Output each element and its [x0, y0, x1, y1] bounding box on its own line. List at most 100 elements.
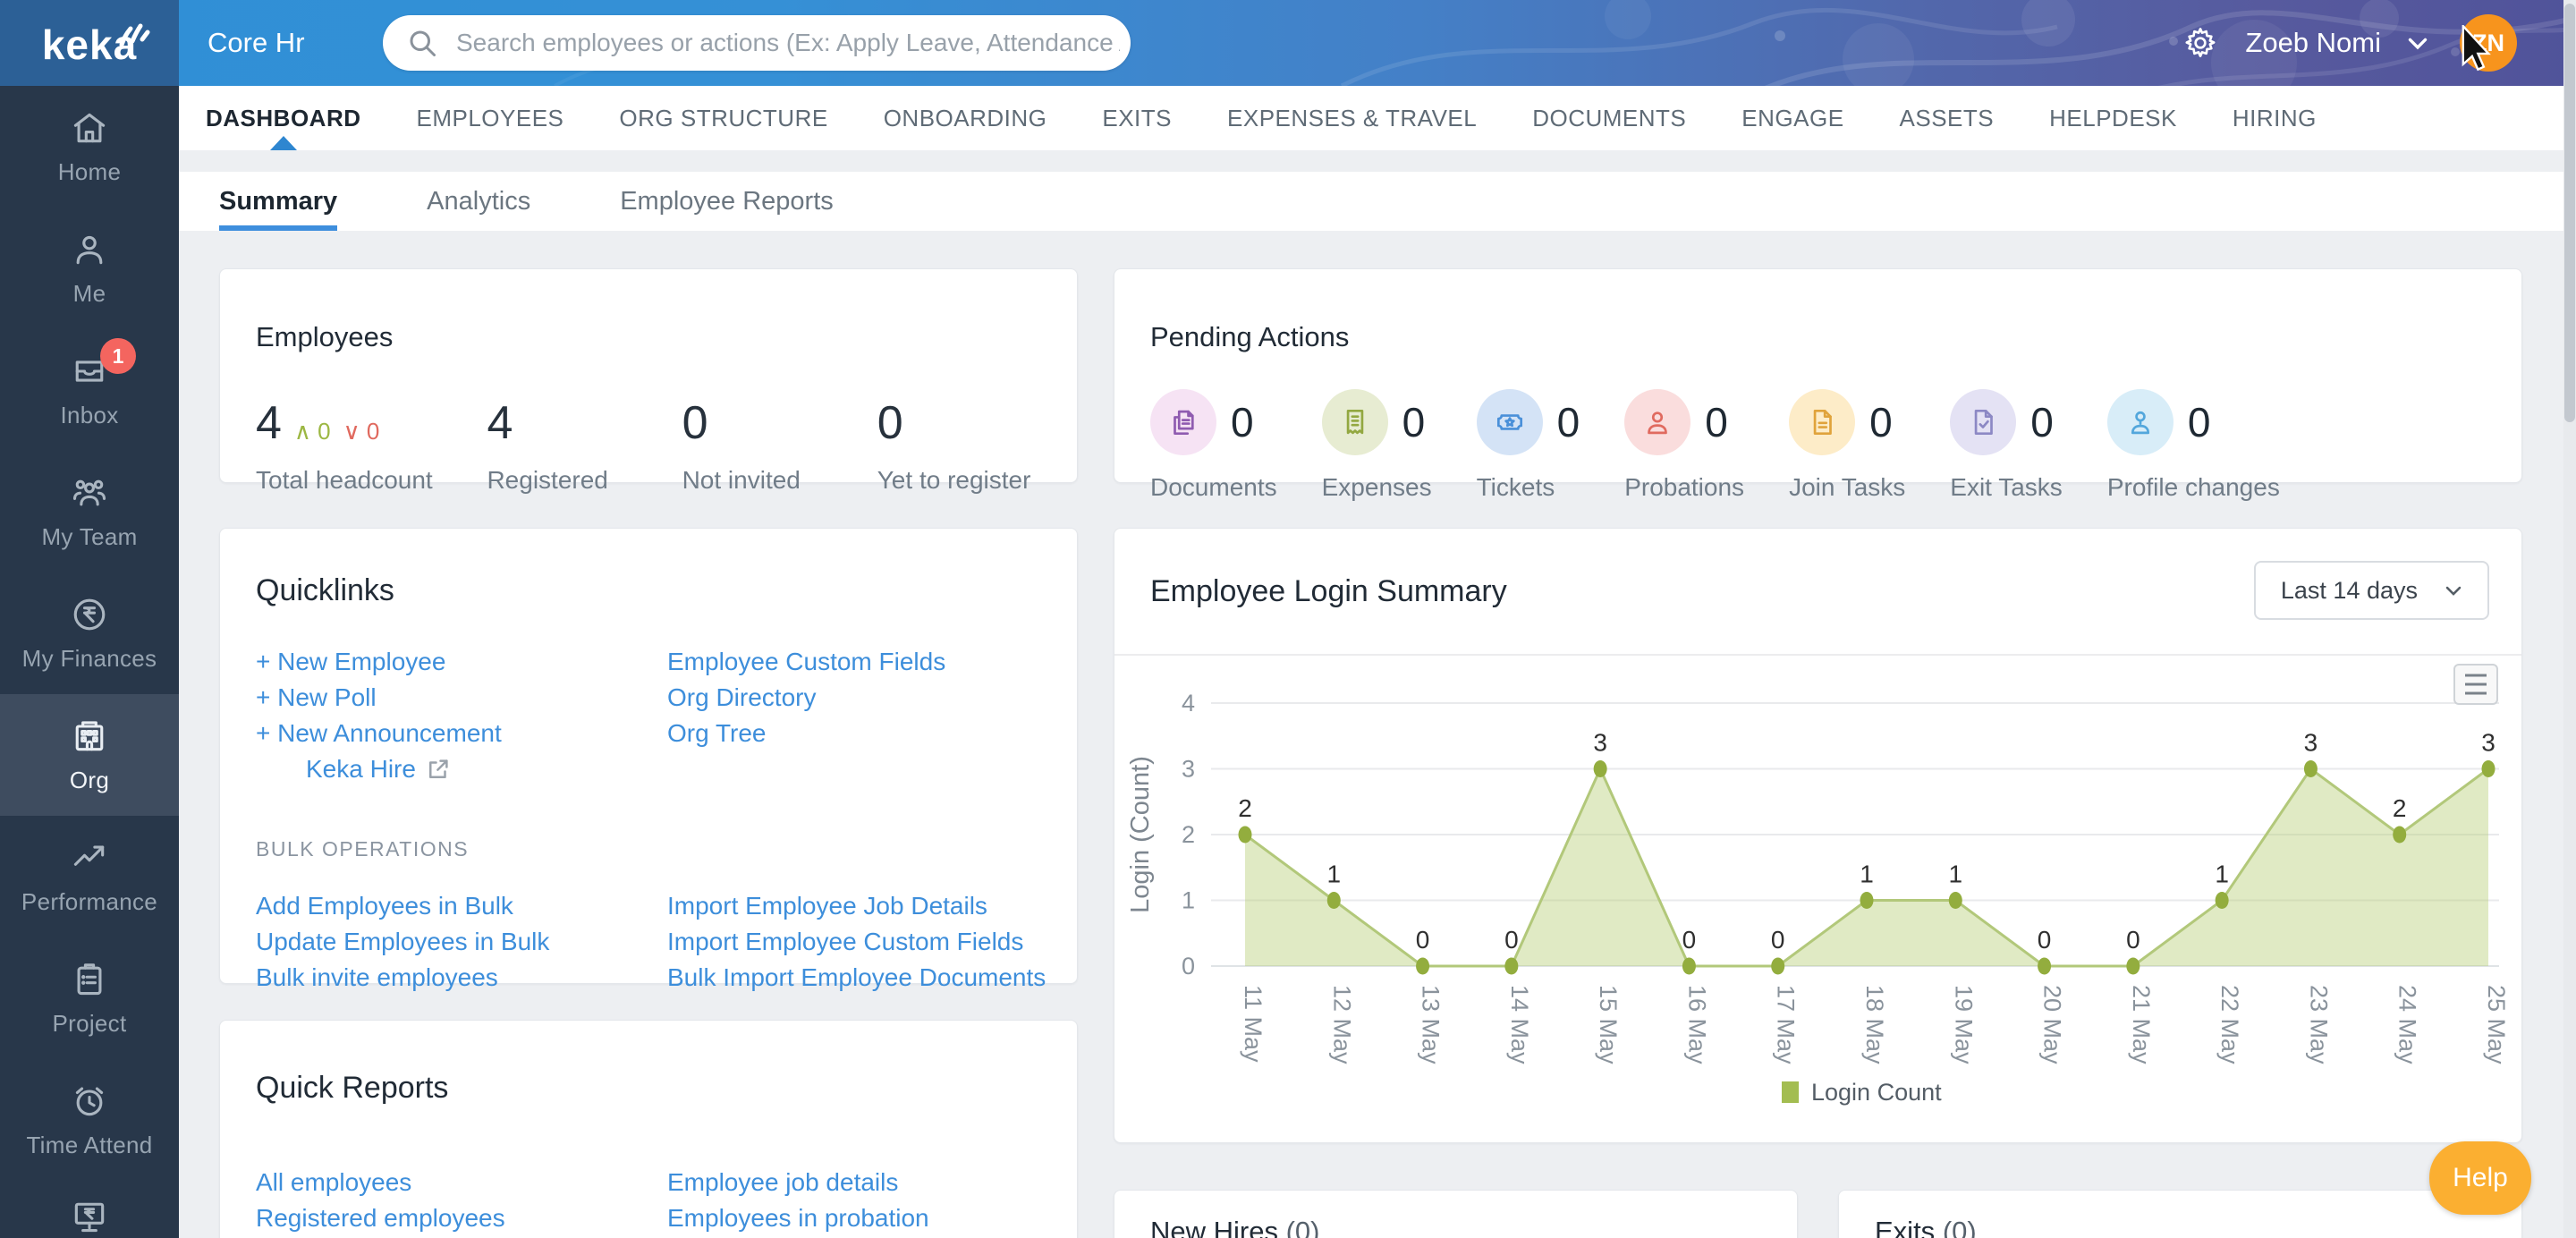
svg-text:0: 0 [1416, 926, 1430, 954]
quicklink-keka-hire[interactable]: Keka Hire [256, 751, 667, 787]
tab-documents[interactable]: DOCUMENTS [1532, 104, 1687, 131]
user-menu-name[interactable]: Zoeb Nomi [2245, 27, 2381, 58]
pending-expenses[interactable]: 0 Expenses [1321, 389, 1432, 502]
sidebar-item-home[interactable]: Home [0, 86, 179, 208]
subtab-analytics[interactable]: Analytics [427, 186, 531, 216]
sidebar-item-my-finances[interactable]: My Finances [0, 572, 179, 694]
login-summary-title: Employee Login Summary [1150, 573, 1507, 608]
pending-documents[interactable]: 0 Documents [1150, 389, 1277, 502]
sidebar-item-my-team[interactable]: My Team [0, 451, 179, 572]
user-avatar[interactable]: ZN [2460, 14, 2517, 72]
pending-count: 0 [1869, 399, 1893, 445]
pending-actions-title: Pending Actions [1150, 321, 1350, 352]
employees-card-title: Employees [256, 321, 394, 352]
sidebar-item-project[interactable]: Project [0, 937, 179, 1059]
pending-probations[interactable]: 0 Probations [1624, 389, 1744, 502]
quicklink-org-directory[interactable]: Org Directory [667, 683, 817, 711]
tab-dashboard[interactable]: DASHBOARD [206, 86, 361, 150]
pending-join-tasks[interactable]: 0 Join Tasks [1789, 389, 1905, 502]
svg-text:0: 0 [1682, 926, 1697, 954]
pending-profile-changes[interactable]: 0 Profile changes [2106, 389, 2280, 502]
report-link-registered-employees[interactable]: Registered employees [256, 1204, 505, 1232]
svg-text:17 May: 17 May [1773, 985, 1800, 1064]
pending-tickets[interactable]: 0 Tickets [1476, 389, 1580, 502]
sidebar-item-inbox[interactable]: Inbox 1 [0, 329, 179, 451]
dashboard-subtabs: Summary Analytics Employee Reports [179, 172, 2576, 231]
sidebar-item-label: Home [57, 157, 122, 185]
tab-onboarding[interactable]: ONBOARDING [883, 104, 1047, 131]
tab-engage[interactable]: ENGAGE [1741, 104, 1844, 131]
svg-text:22 May: 22 May [2216, 985, 2243, 1064]
sidebar-item-org[interactable]: Org [0, 694, 179, 816]
quicklink-new-poll[interactable]: + New Poll [256, 683, 377, 711]
sidebar-item-time-attend[interactable]: Time Attend [0, 1059, 179, 1181]
sidebar-item-label: Org [69, 766, 110, 793]
settings-gear-icon[interactable] [2182, 25, 2218, 61]
tab-expenses-travel[interactable]: EXPENSES & TRAVEL [1227, 104, 1478, 131]
help-button[interactable]: Help [2429, 1141, 2531, 1215]
join-doc-icon [1789, 389, 1856, 455]
quicklink-new-announcement[interactable]: + New Announcement [256, 719, 502, 747]
bulk-link-update-employees-in-bulk[interactable]: Update Employees in Bulk [256, 928, 550, 955]
tab-exits[interactable]: EXITS [1102, 104, 1173, 131]
subtab-employee-reports[interactable]: Employee Reports [620, 186, 834, 216]
sidebar-item-label: Me [72, 279, 106, 307]
quick-reports-links: All employees Registered employees Employ… [256, 1165, 1041, 1236]
stat-value: 4 ∧ 0 ∨ 0 [256, 397, 380, 449]
bulk-link-add-employees-in-bulk[interactable]: Add Employees in Bulk [256, 892, 513, 920]
tab-helpdesk[interactable]: HELPDESK [2049, 104, 2177, 131]
stat-value: 4 [487, 397, 513, 449]
quicklink-org-tree[interactable]: Org Tree [667, 719, 767, 747]
tab-hiring[interactable]: HIRING [2232, 104, 2317, 131]
svg-text:18 May: 18 May [1861, 985, 1888, 1064]
quicklinks-title: Quicklinks [256, 573, 394, 607]
employee-stat-yet-to-register: 0 Yet to register [877, 400, 1041, 495]
bulk-link-import-employee-custom-fields[interactable]: Import Employee Custom Fields [667, 928, 1024, 955]
tab-employees[interactable]: EMPLOYEES [416, 104, 564, 131]
svg-text:Login Count: Login Count [1811, 1079, 1942, 1106]
stat-label: Not invited [682, 466, 801, 494]
keka-logo[interactable]: keka [0, 0, 179, 86]
quicklink-employee-custom-fields[interactable]: Employee Custom Fields [667, 648, 946, 675]
quicklink-new-employee[interactable]: + New Employee [256, 648, 446, 675]
chevron-down-icon [2445, 586, 2462, 596]
svg-text:23 May: 23 May [2305, 985, 2332, 1064]
employee-stat-total-headcount: 4 ∧ 0 ∨ 0 Total headcount [256, 400, 487, 495]
pending-label: Documents [1150, 473, 1277, 501]
sidebar-item-payroll[interactable] [0, 1181, 179, 1238]
chart-menu-button[interactable] [2453, 664, 2498, 705]
svg-text:24 May: 24 May [2394, 985, 2421, 1064]
tab-assets[interactable]: ASSETS [1899, 104, 1995, 131]
svg-text:11 May: 11 May [1240, 985, 1267, 1063]
svg-text:3: 3 [2481, 729, 2496, 757]
exits-title: Exits (0) [1875, 1216, 1977, 1238]
bulk-link-import-employee-job-details[interactable]: Import Employee Job Details [667, 892, 987, 920]
sidebar-item-me[interactable]: Me [0, 208, 179, 329]
bulk-link-bulk-invite-employees[interactable]: Bulk invite employees [256, 963, 498, 991]
inbox-icon [70, 352, 109, 391]
report-link-employees-in-probation[interactable]: Employees in probation [667, 1204, 929, 1232]
legend-login-count[interactable]: Login Count [1782, 1079, 1942, 1106]
date-range-select[interactable]: Last 14 days [2253, 561, 2489, 620]
bulk-link-bulk-import-employee-documents[interactable]: Bulk Import Employee Documents [667, 963, 1046, 991]
page-scrollbar-track [2563, 0, 2576, 1238]
tab-org-structure[interactable]: ORG STRUCTURE [619, 104, 828, 131]
subtab-summary[interactable]: Summary [219, 172, 338, 231]
user-menu-chevron-down-icon[interactable] [2402, 28, 2433, 58]
pending-actions-list: 0 Documents 0 Expenses 0 Tickets 0 Proba… [1150, 389, 2486, 502]
svg-text:3: 3 [2304, 729, 2318, 757]
report-link-employee-job-details[interactable]: Employee job details [667, 1168, 899, 1196]
global-search[interactable] [383, 15, 1131, 71]
page-scrollbar-thumb[interactable] [2564, 4, 2575, 422]
bulk-operations-links: Add Employees in Bulk Update Employees in… [256, 888, 1046, 996]
svg-text:2: 2 [2393, 794, 2407, 822]
pending-count: 0 [2030, 399, 2054, 445]
search-input[interactable] [454, 28, 1122, 58]
product-name: Core Hr [208, 27, 305, 58]
receipt-icon [1321, 389, 1388, 455]
pending-exit-tasks[interactable]: 0 Exit Tasks [1950, 389, 2063, 502]
report-link-all-employees[interactable]: All employees [256, 1168, 412, 1196]
svg-text:1: 1 [2215, 861, 2229, 888]
org-icon [70, 717, 109, 756]
sidebar-item-performance[interactable]: Performance [0, 816, 179, 937]
